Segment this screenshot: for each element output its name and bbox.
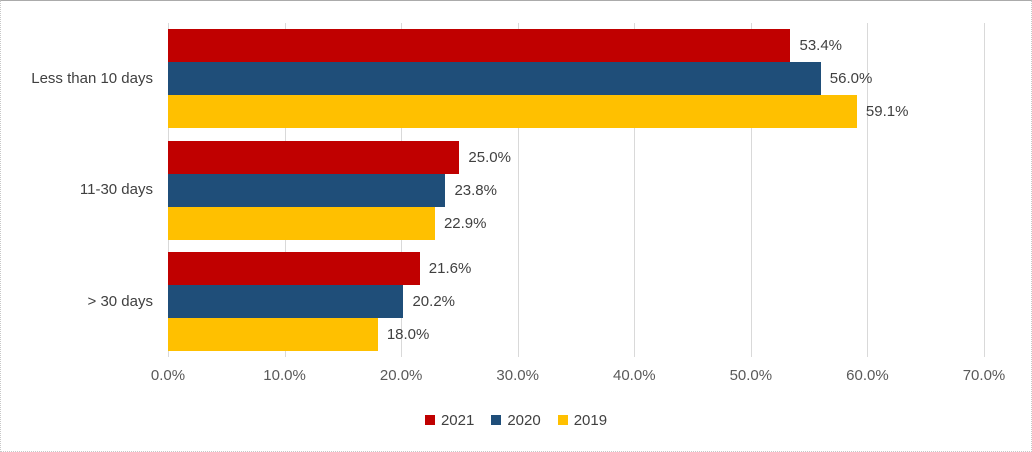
bar-2021 [168, 251, 420, 285]
category-label: Less than 10 days [31, 70, 153, 88]
value-label: 25.0% [468, 148, 511, 166]
bar-2020 [168, 62, 821, 96]
x-axis: 0.0% 10.0% 20.0% 30.0% 40.0% 50.0% 60.0% 70.0% [1, 367, 1031, 387]
category-label: > 30 days [87, 292, 153, 310]
bar-2019 [168, 317, 378, 351]
bar-2020 [168, 284, 404, 318]
value-label: 22.9% [443, 214, 487, 232]
bar-2019 [168, 95, 857, 129]
legend-label: 2021 [440, 411, 475, 429]
x-axis-tick-label: 10.0% [263, 367, 306, 384]
legend-item-2020: 2020 [491, 411, 541, 429]
value-label: 59.1% [865, 103, 909, 121]
legend: 2021 2020 2019 [1, 409, 1031, 431]
legend-item-2021: 2021 [424, 411, 475, 429]
legend-label: 2019 [573, 411, 608, 429]
x-axis-tick-label: 20.0% [379, 367, 423, 384]
value-label: 56.0% [829, 70, 873, 88]
legend-label: 2020 [507, 411, 541, 429]
gridline [984, 23, 985, 357]
x-axis-tick-label: 70.0% [962, 367, 1006, 384]
category-label: 11-30 days [79, 181, 153, 199]
bar-2020 [168, 173, 446, 207]
plot-area: 53.4% 56.0% 59.1% 25.0% 23.8% 22.9% 21.6% 20.2%… [168, 23, 985, 357]
bar-2021 [168, 29, 791, 63]
gridline [867, 23, 869, 357]
value-label: 53.4% [799, 37, 843, 55]
value-label: 20.2% [412, 292, 456, 310]
x-axis-tick-label: 40.0% [613, 367, 656, 384]
gridline [517, 23, 519, 357]
bar-2019 [168, 206, 435, 240]
legend-item-2019: 2019 [557, 411, 608, 429]
x-axis-tick-label: 30.0% [496, 367, 539, 384]
x-axis-tick-label: 60.0% [846, 367, 889, 384]
x-axis-tick-label: 0.0% [150, 367, 186, 384]
gridline [634, 23, 636, 357]
x-axis-tick-label: 50.0% [729, 367, 773, 384]
legend-swatch-icon [491, 415, 502, 425]
value-label: 21.6% [428, 259, 472, 277]
legend-swatch-icon [557, 415, 568, 425]
bar-2021 [168, 140, 460, 174]
gridline [750, 23, 752, 357]
value-label: 23.8% [454, 181, 497, 199]
value-label: 18.0% [386, 325, 430, 343]
legend-swatch-icon [424, 415, 435, 425]
